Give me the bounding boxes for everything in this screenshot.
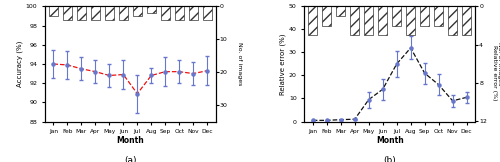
- Point: [92, 70, 100, 73]
- Point: [378, 88, 386, 91]
- Point: [322, 119, 330, 122]
- Bar: [322, 6, 332, 26]
- Point: [392, 63, 400, 65]
- Point: [148, 74, 156, 77]
- Bar: [49, 6, 58, 16]
- Point: [50, 63, 58, 65]
- Point: [462, 96, 470, 99]
- X-axis label: Month: Month: [116, 136, 144, 145]
- Bar: [350, 6, 360, 35]
- Bar: [174, 6, 184, 20]
- Point: [162, 70, 170, 73]
- Point: [309, 119, 317, 122]
- Bar: [434, 6, 443, 26]
- Point: [203, 69, 211, 72]
- Point: [176, 70, 184, 73]
- X-axis label: Month: Month: [376, 136, 404, 145]
- Bar: [364, 6, 373, 35]
- Bar: [406, 6, 415, 35]
- Bar: [133, 6, 142, 16]
- Y-axis label: No. of images: No. of images: [497, 42, 500, 86]
- Point: [190, 72, 198, 75]
- Text: (a): (a): [124, 156, 136, 162]
- Y-axis label: Relative error (%): Relative error (%): [280, 33, 286, 95]
- Point: [106, 74, 114, 77]
- Point: [434, 83, 442, 86]
- Point: [364, 98, 372, 101]
- Bar: [147, 6, 156, 13]
- Bar: [77, 6, 86, 20]
- Point: [134, 92, 141, 95]
- Point: [78, 68, 86, 70]
- Point: [406, 47, 414, 49]
- Bar: [336, 6, 345, 16]
- Point: [336, 118, 344, 121]
- Bar: [91, 6, 100, 20]
- Bar: [448, 6, 457, 35]
- Bar: [462, 6, 471, 35]
- Bar: [420, 6, 429, 26]
- Point: [120, 73, 128, 76]
- Bar: [378, 6, 387, 35]
- Text: Relative error (%): Relative error (%): [492, 45, 498, 101]
- Bar: [308, 6, 318, 35]
- Bar: [202, 6, 212, 20]
- Y-axis label: No. of images: No. of images: [238, 42, 242, 86]
- Point: [64, 64, 72, 66]
- Y-axis label: Accuracy (%): Accuracy (%): [16, 41, 23, 87]
- Point: [448, 99, 456, 102]
- Point: [350, 118, 358, 121]
- Point: [420, 72, 428, 75]
- Bar: [105, 6, 114, 20]
- Bar: [160, 6, 170, 20]
- Text: (b): (b): [384, 156, 396, 162]
- Bar: [119, 6, 128, 20]
- Bar: [392, 6, 401, 26]
- Bar: [63, 6, 72, 20]
- Bar: [188, 6, 198, 20]
